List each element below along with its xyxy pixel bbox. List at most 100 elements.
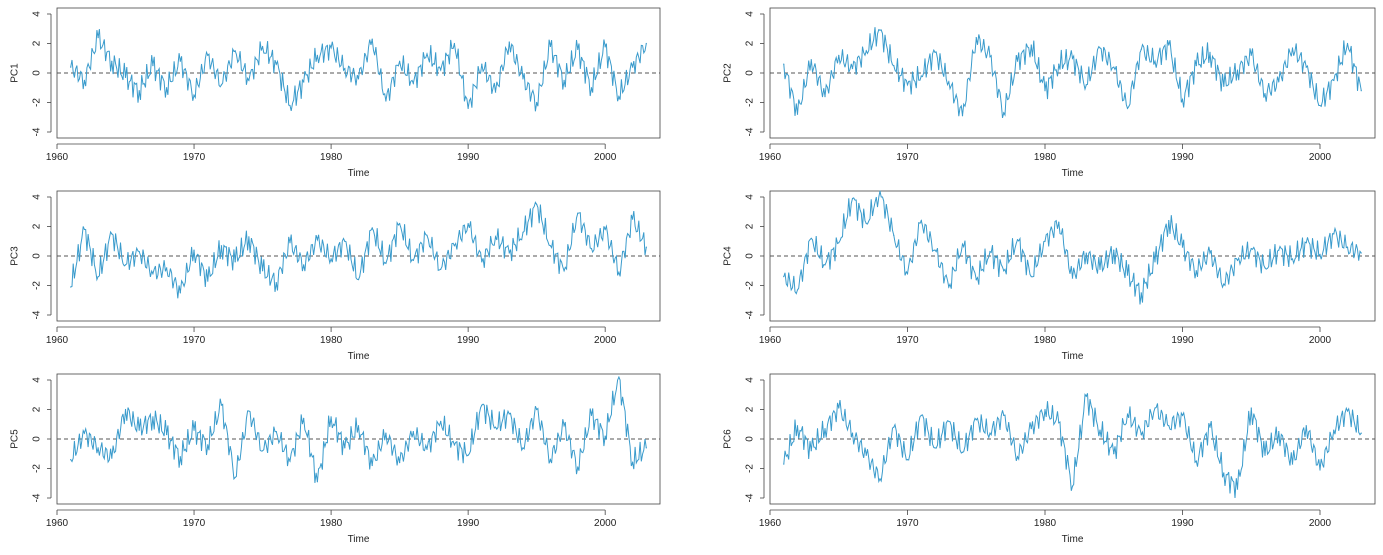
data-point <box>549 245 551 247</box>
x-tick-label: 1970 <box>896 152 919 163</box>
data-point <box>344 240 346 242</box>
data-point <box>1126 107 1129 109</box>
x-tick-label: 1980 <box>320 335 343 346</box>
data-point <box>865 50 867 52</box>
y-tick-label: 4 <box>32 11 43 17</box>
data-point <box>1058 221 1060 223</box>
data-point <box>330 416 332 418</box>
data-point <box>1058 422 1060 424</box>
data-point <box>220 245 223 247</box>
data-point <box>1264 454 1266 456</box>
data-point <box>783 63 785 65</box>
data-point <box>330 47 332 49</box>
data-point <box>1360 252 1362 254</box>
data-point <box>1278 249 1280 251</box>
data-point <box>412 259 414 262</box>
data-point <box>893 65 895 67</box>
data-point <box>152 416 154 418</box>
data-point <box>1071 277 1074 279</box>
data-point <box>906 84 909 86</box>
data-point <box>179 456 181 458</box>
y-tick-label: 0 <box>745 436 756 442</box>
data-point <box>1360 432 1362 434</box>
y-tick-label: -4 <box>745 493 756 502</box>
data-point <box>97 37 99 39</box>
data-point <box>467 107 469 109</box>
x-tick-label: 1960 <box>759 335 782 346</box>
data-point <box>1333 79 1335 81</box>
data-point <box>934 447 936 449</box>
data-point <box>1360 90 1362 92</box>
data-point <box>1058 63 1060 65</box>
data-point <box>1030 276 1032 278</box>
y-axis-title: PC1 <box>10 63 21 83</box>
data-point <box>1016 60 1019 62</box>
y-tick-label: 2 <box>745 223 756 229</box>
y-tick-label: 2 <box>745 406 756 412</box>
data-point <box>1044 240 1046 242</box>
x-tick-label: 1960 <box>759 518 782 529</box>
x-tick-label: 2000 <box>1309 152 1332 163</box>
data-point <box>851 432 854 434</box>
data-point <box>399 222 401 225</box>
data-point <box>1223 85 1225 87</box>
data-point <box>590 248 593 250</box>
data-point <box>1181 246 1184 248</box>
panel-pc4: 1960 1970 1980 1990 2000 Time -4 -2 0 2 4 PC4 <box>723 190 1376 362</box>
data-point <box>838 407 840 409</box>
data-point <box>948 286 950 288</box>
series-line-pc5 <box>70 375 647 483</box>
data-point <box>303 417 305 419</box>
data-point <box>796 113 799 115</box>
data-point <box>865 222 867 225</box>
x-tick-label: 2000 <box>1309 518 1332 529</box>
data-point <box>385 432 387 434</box>
y-tick-label: 0 <box>32 253 43 259</box>
data-point <box>961 451 964 453</box>
x-tick-label: 1990 <box>457 518 480 529</box>
data-point <box>824 96 826 98</box>
data-point <box>1195 270 1197 272</box>
data-point <box>1333 429 1335 431</box>
data-point <box>1305 242 1307 244</box>
data-point <box>152 65 154 67</box>
x-axis-title: Time <box>348 351 370 362</box>
data-point <box>1278 81 1280 83</box>
data-point <box>467 454 469 456</box>
data-point <box>248 236 250 238</box>
data-point <box>631 462 634 464</box>
x-tick-label: 1980 <box>1034 335 1057 346</box>
data-point <box>70 459 72 461</box>
data-point <box>385 100 387 102</box>
data-point <box>193 429 195 431</box>
x-tick-label: 2000 <box>594 152 617 163</box>
y-tick-label: 4 <box>32 377 43 383</box>
data-point <box>1099 268 1101 270</box>
x-tick-label: 1960 <box>46 152 69 163</box>
data-point <box>536 101 538 104</box>
data-point <box>508 413 510 415</box>
data-point <box>1126 274 1129 276</box>
data-point <box>220 84 223 86</box>
data-point <box>97 447 99 449</box>
data-point <box>303 81 305 83</box>
data-point <box>631 66 634 68</box>
data-point <box>453 245 456 247</box>
data-point <box>1209 426 1211 428</box>
data-point <box>1291 463 1294 465</box>
data-point <box>1168 220 1170 222</box>
data-point <box>590 87 593 89</box>
data-point <box>207 280 209 282</box>
data-point <box>275 431 277 433</box>
data-point <box>1346 42 1349 45</box>
data-point <box>138 250 140 253</box>
data-point <box>1195 65 1197 67</box>
data-point <box>1236 259 1239 262</box>
data-point <box>1236 69 1239 71</box>
y-axis-title: PC2 <box>723 63 734 83</box>
data-point <box>412 82 414 84</box>
data-point <box>124 264 127 266</box>
data-point <box>522 447 524 449</box>
data-point <box>1291 47 1294 49</box>
data-point <box>1346 410 1349 412</box>
